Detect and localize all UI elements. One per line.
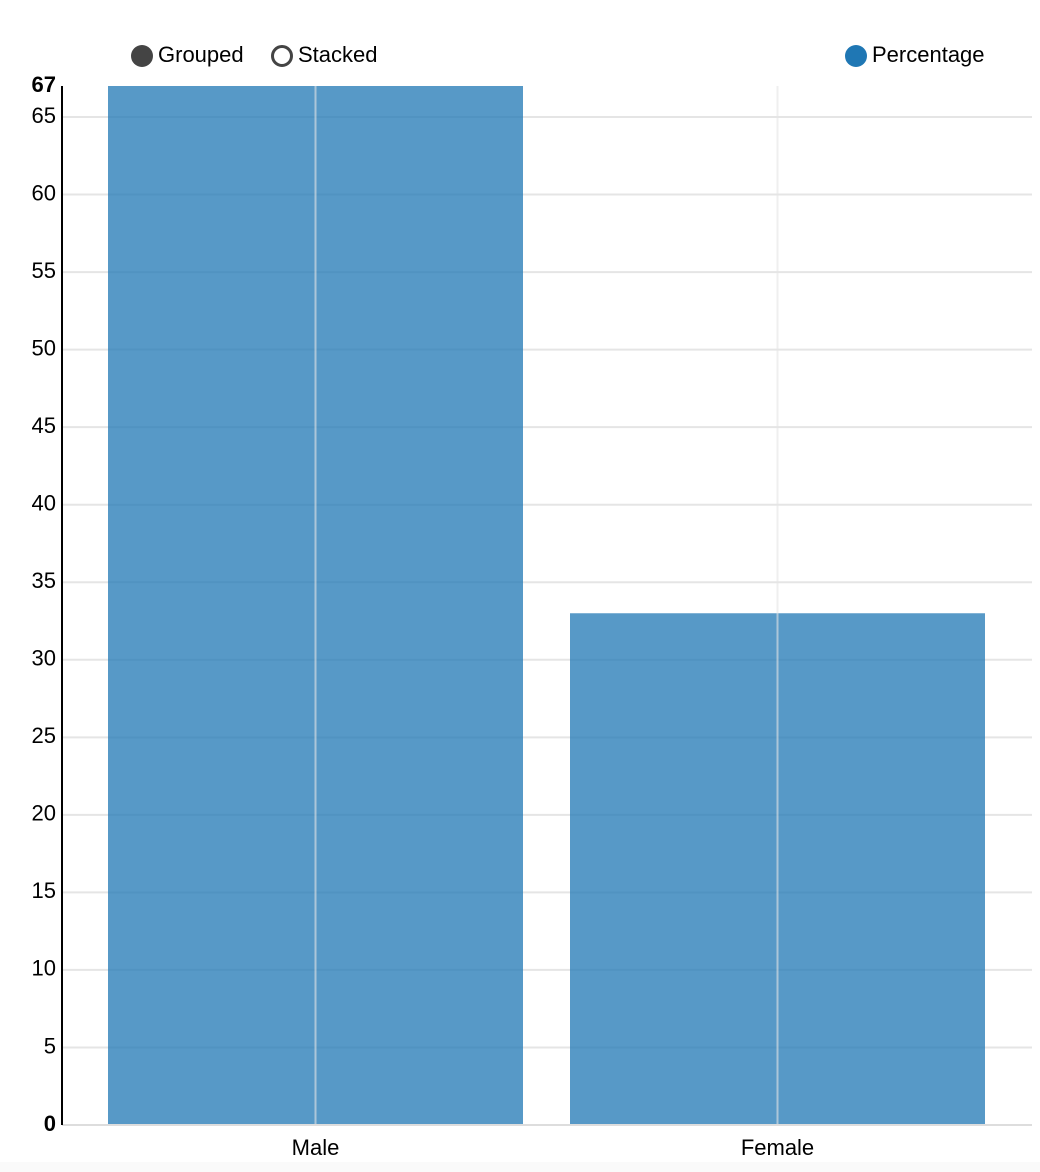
y-tick-label: 20 bbox=[32, 801, 56, 826]
y-max-label: 67 bbox=[32, 72, 56, 97]
x-tick-label: Male bbox=[292, 1135, 340, 1160]
y-tick-label: 5 bbox=[44, 1033, 56, 1058]
legend-marker[interactable] bbox=[845, 45, 867, 67]
y-tick-label: 35 bbox=[32, 568, 56, 593]
y-tick-label: 10 bbox=[32, 956, 56, 981]
y-tick-label: 45 bbox=[32, 413, 56, 438]
control-radio[interactable] bbox=[271, 45, 293, 67]
y-tick-label: 30 bbox=[32, 646, 56, 671]
footer-strip bbox=[0, 1162, 1040, 1172]
control-label[interactable]: Stacked bbox=[298, 42, 378, 67]
y-tick-label: 40 bbox=[32, 491, 56, 516]
y-tick-label: 15 bbox=[32, 878, 56, 903]
y-tick-label: 65 bbox=[32, 103, 56, 128]
control-radio[interactable] bbox=[131, 45, 153, 67]
control-label[interactable]: Grouped bbox=[158, 42, 244, 67]
y-tick-label: 0 bbox=[44, 1111, 56, 1136]
legend-label[interactable]: Percentage bbox=[872, 42, 985, 67]
y-tick-label: 50 bbox=[32, 335, 56, 360]
y-tick-label: 55 bbox=[32, 258, 56, 283]
y-tick-label: 60 bbox=[32, 180, 56, 205]
x-tick-label: Female bbox=[741, 1135, 814, 1160]
y-tick-label: 25 bbox=[32, 723, 56, 748]
